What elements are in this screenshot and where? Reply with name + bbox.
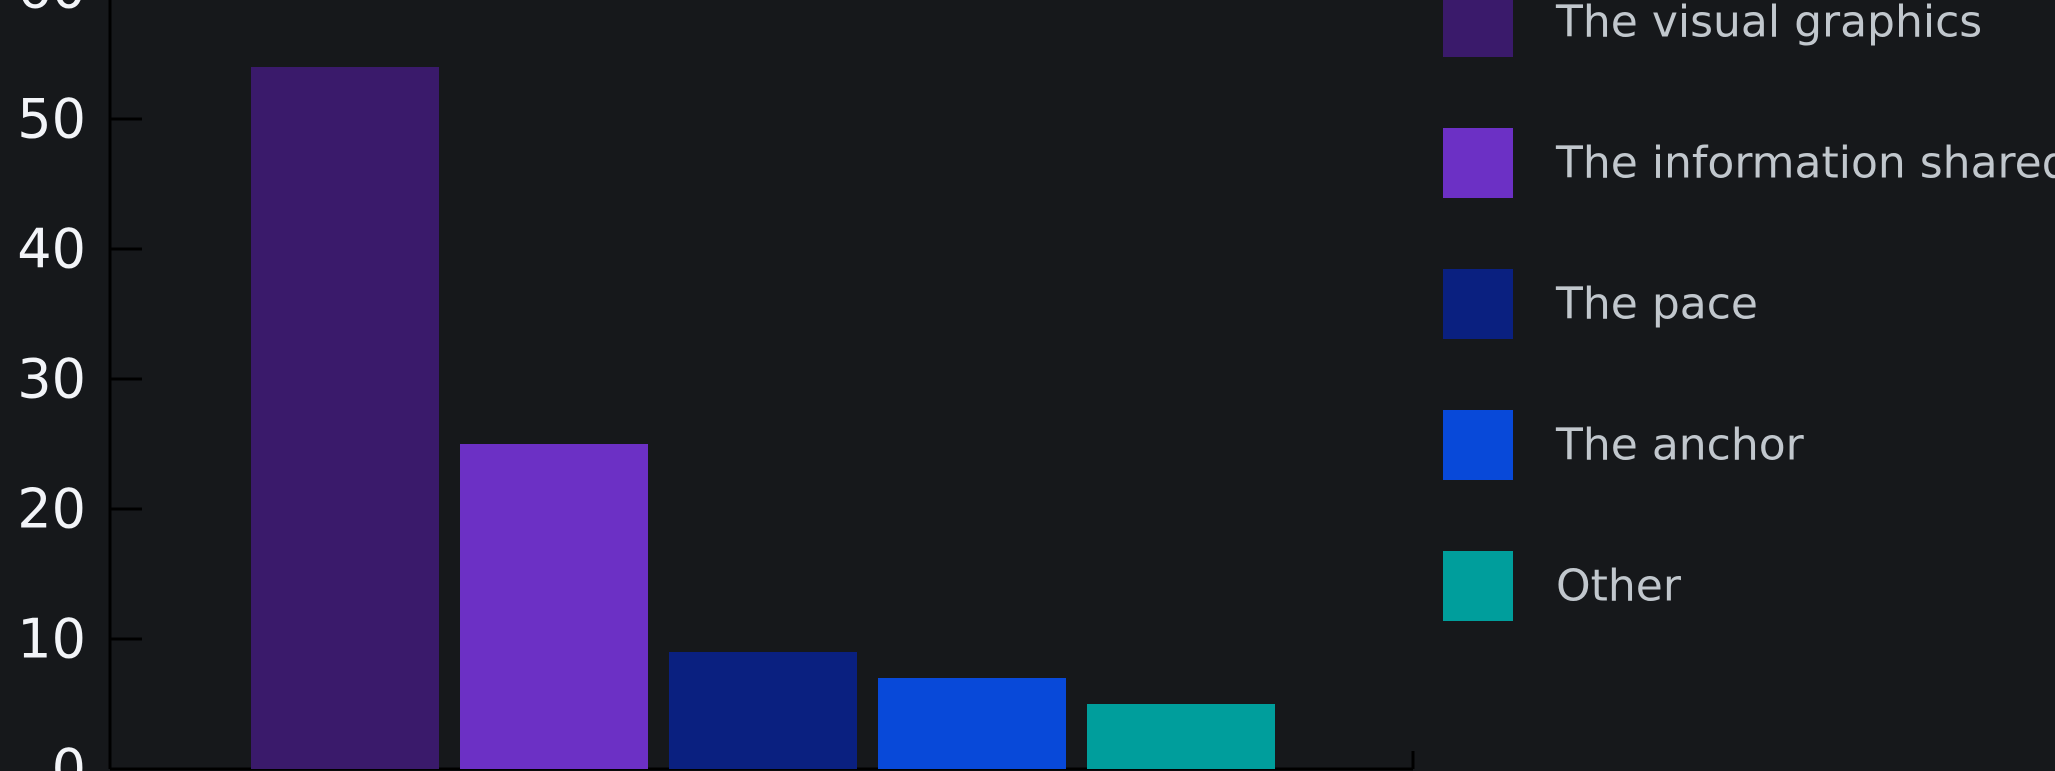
legend-swatch-3 — [1443, 269, 1513, 339]
bar-3 — [669, 652, 857, 769]
bars — [251, 67, 1275, 769]
legend-swatch-1 — [1443, 0, 1513, 57]
y-tick-label: 20 — [17, 478, 86, 541]
y-tick-label: 40 — [17, 218, 86, 281]
bar-1 — [251, 67, 439, 769]
legend-label: Other — [1556, 561, 1682, 612]
legend-swatch-2 — [1443, 128, 1513, 198]
bar-2 — [460, 444, 648, 769]
y-tick-label: 10 — [17, 608, 86, 671]
bar-4 — [878, 678, 1066, 769]
legend-swatch-5 — [1443, 551, 1513, 621]
axes: 0 10 20 30 40 50 60 — [17, 0, 1415, 771]
legend-label: The pace — [1555, 279, 1758, 330]
y-tick-label: 60 — [17, 0, 86, 21]
y-tick-label: 30 — [17, 348, 86, 411]
legend-label: The visual graphics — [1555, 0, 1982, 48]
legend-label: The information shared — [1555, 138, 2055, 189]
y-tick-label: 0 — [52, 738, 86, 771]
legend-label: The anchor — [1555, 420, 1805, 471]
bar-5 — [1087, 704, 1275, 769]
legend: The visual graphics The information share… — [1443, 0, 2055, 621]
y-tick-label: 50 — [17, 88, 86, 151]
legend-swatch-4 — [1443, 410, 1513, 480]
